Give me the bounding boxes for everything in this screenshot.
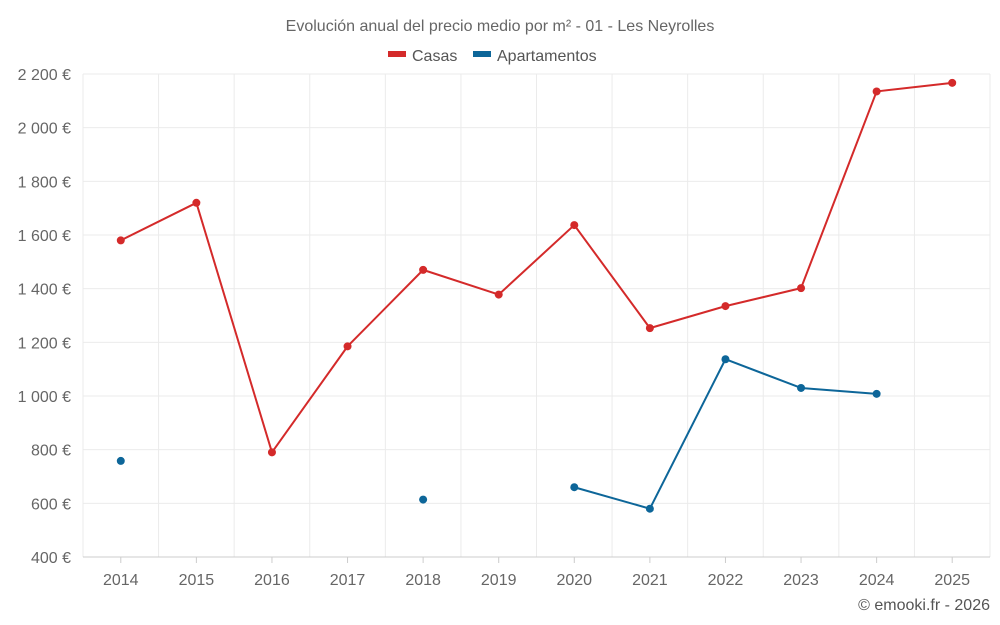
legend-item-casas[interactable]: Casas: [388, 48, 457, 65]
axes: 400 € 600 € 800 € 1 000 € 1 200 € 1 400 € 1 60…: [18, 67, 990, 589]
data-point-apartamentos[interactable]: [419, 495, 428, 504]
grid: [82, 73, 991, 558]
y-tick-label: 1 600 €: [18, 228, 71, 245]
data-point-casas[interactable]: [872, 87, 881, 96]
series: [116, 78, 957, 513]
x-tick-label: 2024: [859, 572, 895, 589]
y-tick-label: 2 200 €: [18, 67, 71, 84]
legend-label-apartamentos: Apartamentos: [497, 48, 597, 65]
data-point-casas[interactable]: [494, 290, 503, 299]
series-casas: [116, 78, 957, 457]
x-tick-label: 2016: [254, 572, 290, 589]
legend: Casas Apartamentos: [388, 48, 597, 65]
series-line-apartamentos: [574, 358, 877, 510]
x-tick-label: 2023: [783, 572, 819, 589]
data-point-casas[interactable]: [116, 236, 125, 245]
x-tick-label: 2022: [708, 572, 744, 589]
data-point-casas[interactable]: [948, 78, 957, 87]
data-point-casas[interactable]: [192, 198, 201, 207]
data-point-casas[interactable]: [721, 302, 730, 311]
data-point-casas[interactable]: [267, 448, 276, 457]
legend-item-apartamentos[interactable]: Apartamentos: [473, 48, 597, 65]
data-point-apartamentos[interactable]: [570, 483, 579, 492]
x-tick-label: 2018: [405, 572, 441, 589]
data-point-casas[interactable]: [645, 324, 654, 333]
x-tick-label: 2021: [632, 572, 668, 589]
x-tick-label: 2015: [179, 572, 215, 589]
data-point-casas[interactable]: [343, 342, 352, 351]
x-tick-label: 2020: [556, 572, 592, 589]
y-tick-label: 800 €: [31, 443, 71, 460]
x-tick-label: 2025: [934, 572, 970, 589]
data-point-casas[interactable]: [419, 265, 428, 274]
legend-swatch-apartamentos: [473, 51, 491, 57]
y-tick-label: 600 €: [31, 496, 71, 513]
legend-label-casas: Casas: [412, 48, 457, 65]
credit-text: © emooki.fr - 2026: [858, 597, 990, 614]
x-tick-label: 2017: [330, 572, 366, 589]
y-tick-label: 2 000 €: [18, 121, 71, 138]
y-tick-label: 1 000 €: [18, 389, 71, 406]
chart-title: Evolución anual del precio medio por m² …: [286, 18, 715, 35]
x-tick-label: 2019: [481, 572, 517, 589]
legend-swatch-casas: [388, 51, 406, 57]
y-tick-label: 1 400 €: [18, 282, 71, 299]
data-point-apartamentos[interactable]: [721, 355, 730, 364]
data-point-casas[interactable]: [797, 284, 806, 293]
series-line-casas: [120, 81, 953, 454]
data-point-casas[interactable]: [570, 221, 579, 230]
data-point-apartamentos[interactable]: [645, 504, 654, 513]
data-point-apartamentos[interactable]: [797, 383, 806, 392]
y-tick-label: 1 800 €: [18, 174, 71, 191]
y-tick-label: 400 €: [31, 550, 71, 567]
data-point-apartamentos[interactable]: [872, 389, 881, 398]
data-point-apartamentos[interactable]: [116, 456, 125, 465]
x-tick-label: 2014: [103, 572, 139, 589]
y-tick-label: 1 200 €: [18, 335, 71, 352]
series-apartamentos: [116, 355, 881, 513]
